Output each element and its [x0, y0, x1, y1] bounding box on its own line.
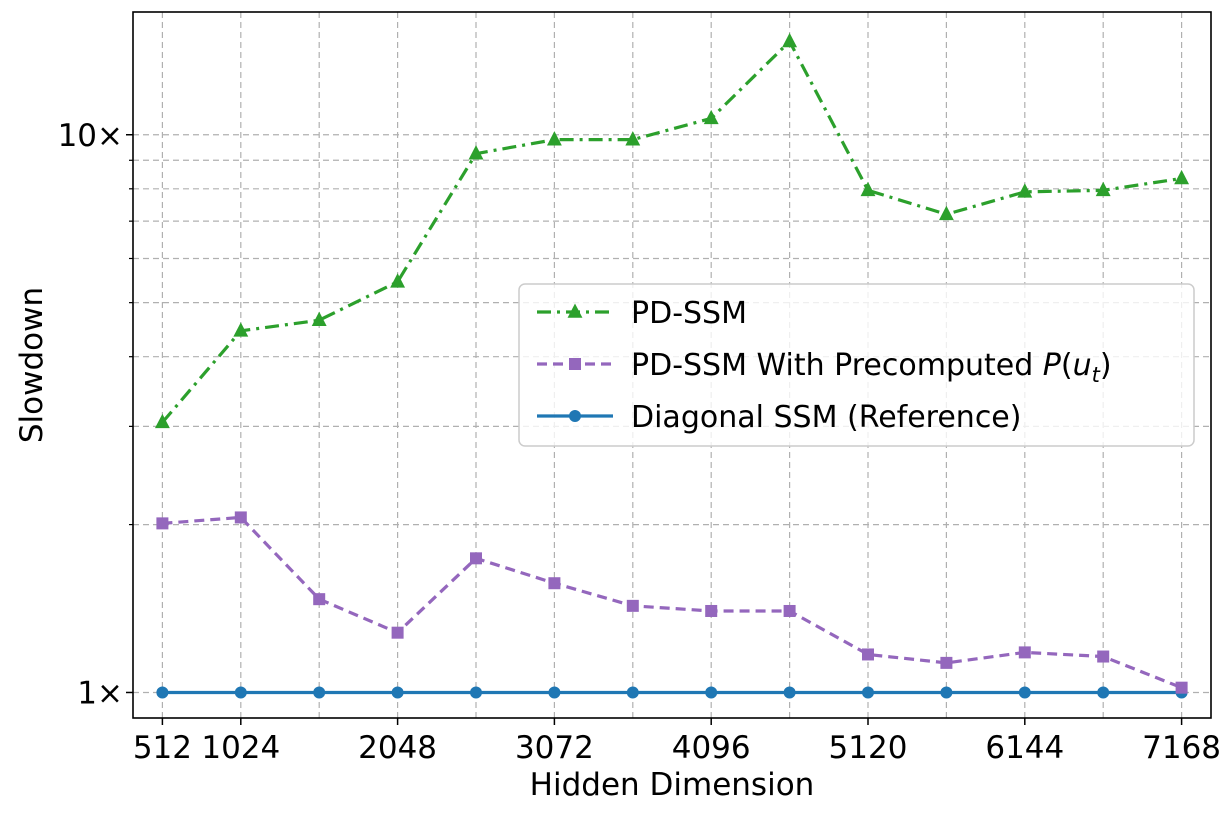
- data-point: [1095, 181, 1111, 197]
- x-axis-label: Hidden Dimension: [530, 767, 815, 803]
- x-tick-label: 5120: [829, 730, 908, 766]
- y-tick-label: 10×: [58, 118, 123, 154]
- data-point: [470, 686, 482, 699]
- y-axis-label: Slowdown: [14, 287, 50, 443]
- data-point: [548, 686, 561, 699]
- data-point: [546, 131, 562, 146]
- series-0: [154, 32, 1190, 429]
- data-point: [313, 593, 326, 606]
- data-point: [234, 511, 247, 524]
- data-point: [783, 686, 796, 699]
- data-point: [782, 32, 798, 48]
- data-point: [1018, 686, 1031, 699]
- series-layer: [154, 32, 1190, 699]
- ticks: 512 1024 2048 3072 4096 5120 6144 7168 1× 10×: [58, 118, 1221, 766]
- data-point: [470, 552, 482, 565]
- data-point: [567, 303, 583, 318]
- data-point: [311, 311, 327, 327]
- legend-box: [518, 283, 1195, 447]
- series-line: [161, 39, 1182, 424]
- data-point: [705, 604, 718, 617]
- legend-label: PD-SSM: [631, 296, 747, 331]
- x-tick-label: 512: [133, 730, 192, 766]
- data-point: [156, 686, 169, 699]
- data-point: [154, 413, 170, 429]
- series-1: [156, 511, 1188, 694]
- data-point: [626, 599, 639, 612]
- data-point: [862, 686, 874, 699]
- data-point: [862, 648, 874, 661]
- data-point: [705, 686, 718, 699]
- x-tick-label: 1024: [201, 730, 280, 766]
- data-point: [233, 322, 249, 337]
- legend-label: PD-SSM With Precomputed P(ut): [631, 348, 1112, 387]
- legend: PD-SSM PD-SSM With Precomputed P(ut) Diago…: [518, 283, 1195, 447]
- data-point: [625, 131, 641, 146]
- legend-label: Diagonal SSM (Reference): [631, 400, 1021, 435]
- x-tick-label: 7168: [1142, 730, 1221, 766]
- data-point: [1175, 681, 1188, 694]
- y-tick-label: 1×: [77, 675, 123, 711]
- series-2: [156, 686, 1188, 699]
- data-point: [391, 686, 404, 699]
- data-point: [390, 273, 406, 288]
- data-point: [860, 181, 876, 197]
- data-point: [626, 686, 639, 699]
- legend-entry: PD-SSM With Precomputed P(ut): [537, 348, 1112, 387]
- data-point: [1097, 686, 1110, 699]
- legend-entry: PD-SSM: [537, 296, 747, 331]
- data-point: [938, 205, 954, 221]
- plot-frame: [132, 11, 1212, 719]
- x-tick-label: 3072: [515, 730, 594, 766]
- data-point: [156, 517, 169, 530]
- data-point: [468, 145, 484, 160]
- data-point: [940, 656, 953, 669]
- data-point: [1174, 169, 1190, 185]
- data-point: [783, 604, 796, 617]
- data-point: [313, 686, 326, 699]
- legend-entry: Diagonal SSM (Reference): [537, 400, 1021, 435]
- data-point: [1018, 646, 1031, 659]
- data-point: [1097, 650, 1110, 663]
- data-point: [569, 410, 581, 422]
- x-tick-label: 6144: [985, 730, 1064, 766]
- data-point: [391, 626, 404, 639]
- data-point: [940, 686, 953, 699]
- data-point: [1017, 183, 1033, 198]
- data-point: [569, 358, 581, 370]
- x-tick-label: 2048: [358, 730, 437, 766]
- data-point: [548, 577, 561, 590]
- data-point: [234, 686, 247, 699]
- data-point: [703, 109, 719, 125]
- x-tick-label: 4096: [672, 730, 751, 766]
